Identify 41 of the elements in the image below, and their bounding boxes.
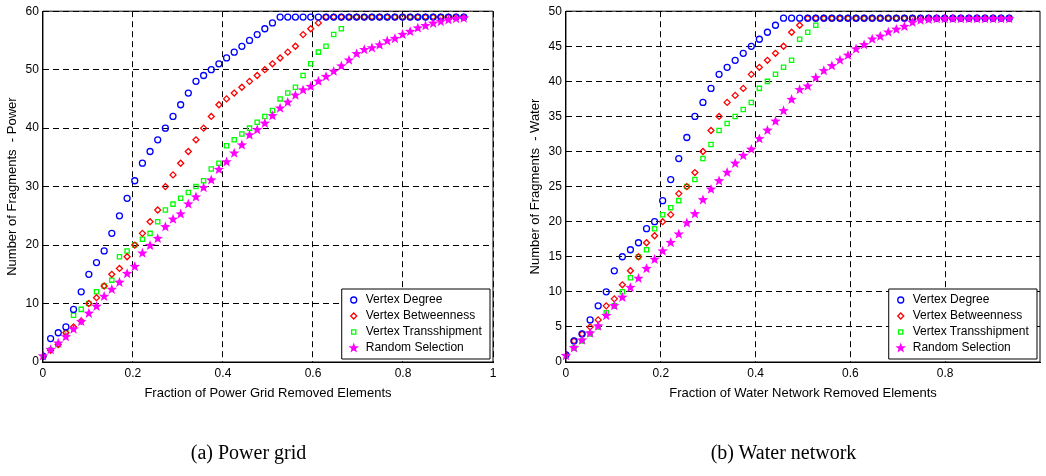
y-tick-label: 20 [25, 237, 40, 252]
y-tick-label: 40 [25, 120, 40, 135]
x-tick-label: 0.8 [936, 365, 954, 380]
y-tick-label: 30 [548, 143, 563, 158]
y-tick-label: 60 [25, 3, 40, 18]
y-tick-label: 5 [555, 319, 563, 334]
text: (a) Power grid [190, 441, 307, 465]
x-tick-label: 1 [489, 365, 497, 380]
legend-label: Vertex Degree [365, 292, 443, 307]
y-tick-label: 10 [25, 295, 40, 310]
y-tick-label: 20 [548, 213, 563, 228]
y-tick-label: 0 [32, 354, 40, 369]
legend-label: Vertex Transshipment [912, 324, 1030, 339]
x-tick-label: 0.6 [304, 365, 322, 380]
legend-label: Vertex Degree [912, 292, 990, 307]
legend-label: Vertex Betweenness [365, 308, 476, 323]
x-tick-label: 0.6 [842, 365, 860, 380]
y-tick-label: 15 [548, 249, 563, 264]
x-tick-label: 0.4 [214, 365, 232, 380]
legend-label: Vertex Betweenness [912, 308, 1023, 323]
legend-label: Random Selection [912, 340, 1011, 355]
x-tick-label: 0.2 [652, 365, 670, 380]
y-tick-label: 50 [25, 61, 40, 76]
legend-label: Random Selection [365, 340, 464, 355]
y-tick-label: 0 [555, 354, 563, 369]
x-axis-title: Fraction of Power Grid Removed Elements [144, 384, 393, 400]
text: (b) Water network [710, 441, 857, 465]
y-tick-label: 35 [548, 108, 563, 123]
legend-label: Vertex Transshipment [365, 324, 483, 339]
x-tick-label: 0.8 [394, 365, 412, 380]
y-tick-label: 50 [548, 3, 563, 18]
y-tick-label: 45 [548, 38, 563, 53]
x-axis-title: Fraction of Water Network Removed Elements [669, 384, 938, 400]
y-axis-title: Number of Fragments - Power [4, 96, 20, 276]
y-axis-title: Number of Fragments - Water [527, 98, 543, 275]
y-tick-label: 25 [548, 178, 563, 193]
y-tick-label: 10 [548, 284, 563, 299]
y-tick-label: 30 [25, 178, 40, 193]
y-tick-label: 40 [548, 73, 563, 88]
x-tick-label: 0.2 [124, 365, 142, 380]
x-tick-label: 0.4 [747, 365, 765, 380]
